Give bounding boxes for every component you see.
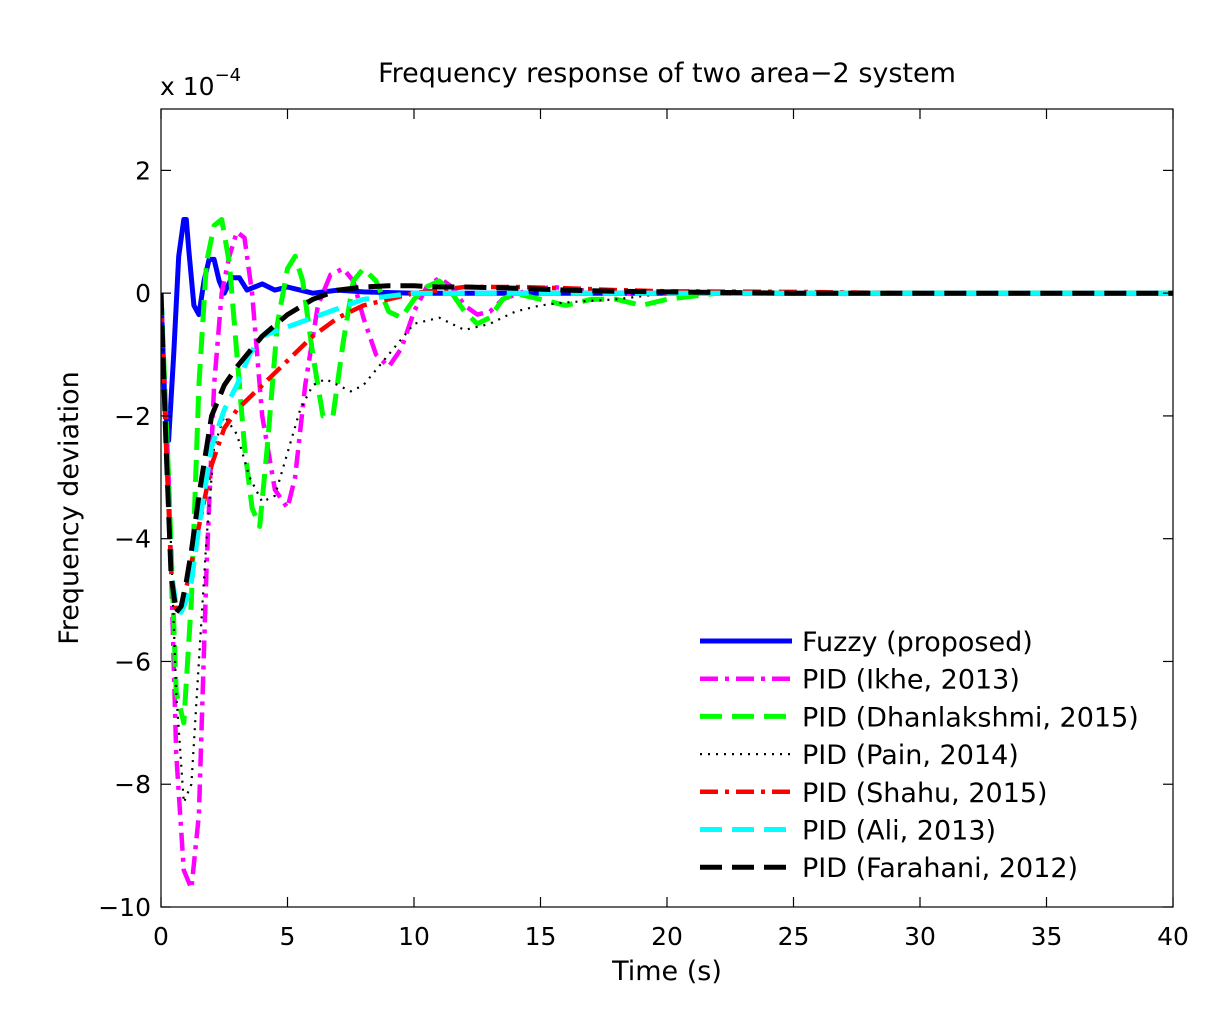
series-line-4 [161,284,1173,615]
x-tick-label: 0 [153,922,169,951]
legend-label-0: Fuzzy (proposed) [802,627,1033,658]
y-tick-label: −8 [114,770,151,799]
x-tick-label: 10 [398,922,430,951]
legend-label-5: PID (Ali, 2013) [802,816,996,847]
series-line-2 [161,217,1173,726]
x-tick-label: 35 [1031,922,1063,951]
legend-label-3: PID (Pain, 2014) [802,740,1019,771]
y-tick-label: −10 [98,893,151,922]
y-tick-label: −4 [114,525,151,554]
x-tick-label: 40 [1157,922,1189,951]
y-axis: −10 −8 −6 −4 −2 0 2 [98,156,1173,922]
legend-label-6: PID (Farahani, 2012) [802,853,1078,884]
x-tick-label: 20 [651,922,683,951]
y-multiplier-exponent: −4 [215,65,242,86]
y-axis-label: Frequency deviation [54,371,85,645]
x-tick-label: 5 [280,922,296,951]
y-tick-label: 2 [135,156,151,185]
x-axis-label: Time (s) [611,956,722,987]
y-multiplier: x 10−4 [160,65,241,101]
chart-title: Frequency response of two area−2 system [378,58,956,89]
series-line-6 [161,283,1173,615]
legend-label-2: PID (Dhanlakshmi, 2015) [802,702,1139,733]
x-tick-label: 25 [778,922,810,951]
legend-label-1: PID (Ikhe, 2013) [802,665,1020,696]
series-layer [161,217,1173,891]
y-tick-label: −2 [114,402,151,431]
legend-label-4: PID (Shahu, 2015) [802,778,1048,809]
series-line-0 [161,217,1173,443]
x-tick-label: 15 [525,922,557,951]
y-tick-label: −6 [114,647,151,676]
y-tick-label: 0 [135,279,151,308]
series-line-5 [161,290,1173,615]
legend: Fuzzy (proposed) PID (Ikhe, 2013) PID (Dha… [700,627,1139,884]
x-axis: 0 5 10 15 20 25 30 35 40 [153,109,1189,951]
y-multiplier-base: x 10 [160,72,215,101]
x-tick-label: 30 [904,922,936,951]
